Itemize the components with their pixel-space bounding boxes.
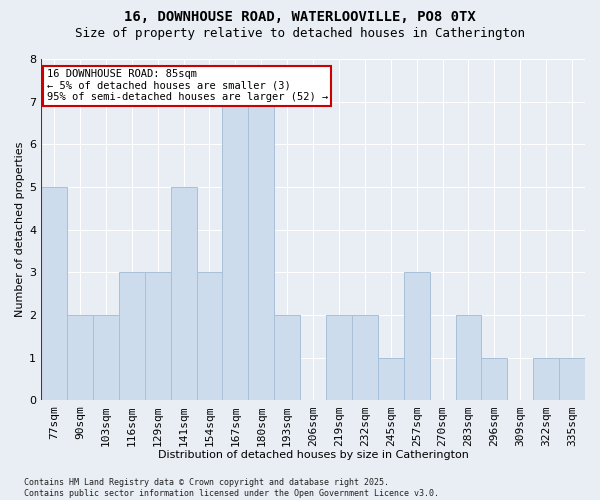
Bar bbox=[274, 315, 300, 400]
Text: Contains HM Land Registry data © Crown copyright and database right 2025.
Contai: Contains HM Land Registry data © Crown c… bbox=[24, 478, 439, 498]
Bar bbox=[170, 187, 197, 400]
Bar bbox=[93, 315, 119, 400]
Bar bbox=[223, 102, 248, 401]
Text: Size of property relative to detached houses in Catherington: Size of property relative to detached ho… bbox=[75, 28, 525, 40]
Bar bbox=[326, 315, 352, 400]
Y-axis label: Number of detached properties: Number of detached properties bbox=[15, 142, 25, 318]
Bar bbox=[197, 272, 223, 400]
Bar bbox=[145, 272, 170, 400]
Text: 16, DOWNHOUSE ROAD, WATERLOOVILLE, PO8 0TX: 16, DOWNHOUSE ROAD, WATERLOOVILLE, PO8 0… bbox=[124, 10, 476, 24]
Bar bbox=[119, 272, 145, 400]
Bar bbox=[248, 102, 274, 401]
X-axis label: Distribution of detached houses by size in Catherington: Distribution of detached houses by size … bbox=[158, 450, 469, 460]
Text: 16 DOWNHOUSE ROAD: 85sqm
← 5% of detached houses are smaller (3)
95% of semi-det: 16 DOWNHOUSE ROAD: 85sqm ← 5% of detache… bbox=[47, 69, 328, 102]
Bar bbox=[481, 358, 508, 401]
Bar bbox=[533, 358, 559, 401]
Bar bbox=[378, 358, 404, 401]
Bar bbox=[352, 315, 378, 400]
Bar bbox=[455, 315, 481, 400]
Bar bbox=[41, 187, 67, 400]
Bar bbox=[559, 358, 585, 401]
Bar bbox=[404, 272, 430, 400]
Bar bbox=[67, 315, 93, 400]
